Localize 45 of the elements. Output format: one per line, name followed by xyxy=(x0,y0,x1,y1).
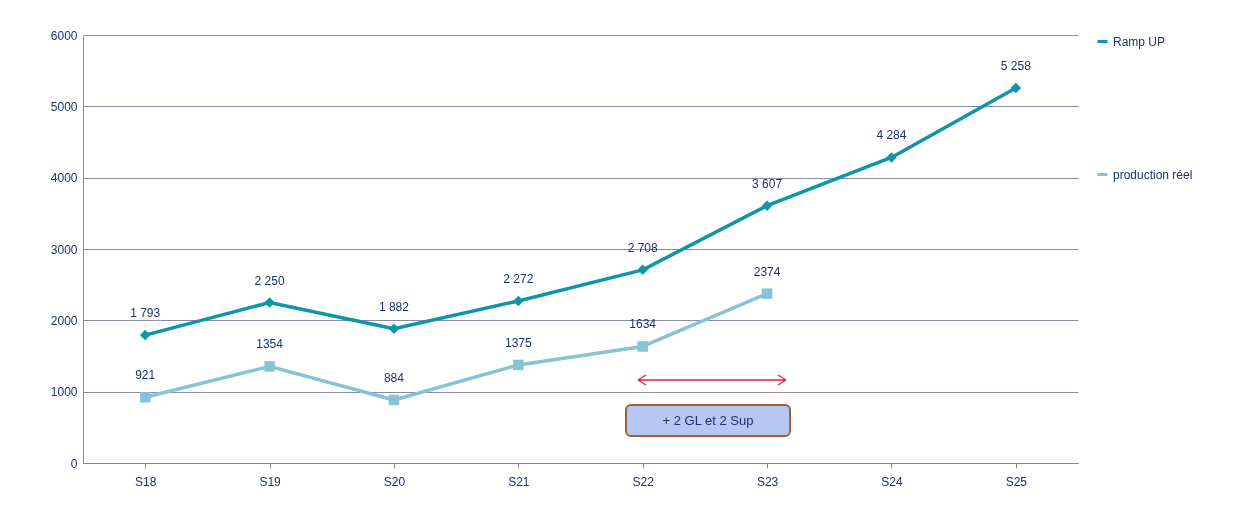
x-tick-label: S25 xyxy=(1005,474,1028,489)
point xyxy=(637,341,648,352)
x-tick-label: S21 xyxy=(508,474,530,489)
point xyxy=(886,152,897,163)
point xyxy=(637,264,648,276)
x-tick-label: S19 xyxy=(259,474,282,489)
point xyxy=(513,359,524,371)
point xyxy=(264,297,275,308)
x-tick-label: S18 xyxy=(135,474,157,489)
legend-label: production réel xyxy=(1113,167,1193,182)
point xyxy=(388,323,400,334)
data-label: 5 258 xyxy=(1000,58,1032,73)
point xyxy=(761,288,773,299)
point xyxy=(264,361,275,372)
legend-label: Ramp UP xyxy=(1113,34,1166,49)
y-tick-label: 6000 xyxy=(50,28,78,43)
y-tick-label: 3000 xyxy=(50,242,78,257)
x-tick-label: S23 xyxy=(756,474,779,489)
point xyxy=(761,200,773,211)
point xyxy=(513,295,524,307)
data-label: 2 250 xyxy=(254,273,285,288)
y-tick-label: 2000 xyxy=(50,313,78,328)
point xyxy=(139,329,151,341)
point xyxy=(388,394,400,406)
data-label: 1 882 xyxy=(378,299,410,314)
data-label: 884 xyxy=(383,370,405,385)
data-label: 921 xyxy=(135,368,156,383)
y-tick-label: 0 xyxy=(70,456,78,471)
data-label: 1375 xyxy=(504,335,532,350)
y-tick-label: 5000 xyxy=(50,99,78,114)
data-label: 4 284 xyxy=(876,128,907,143)
y-tick-label: 4000 xyxy=(50,171,78,186)
data-label: 1 793 xyxy=(130,306,161,321)
x-tick-label: S22 xyxy=(632,474,655,489)
data-label: 1354 xyxy=(256,337,284,352)
point xyxy=(139,392,151,403)
data-label: 2 708 xyxy=(627,240,659,255)
data-label: 2374 xyxy=(753,264,781,279)
x-tick-label: S24 xyxy=(881,474,903,489)
x-tick-label: S20 xyxy=(383,474,406,489)
data-label: 2 272 xyxy=(503,271,534,286)
y-tick-label: 1000 xyxy=(50,385,78,400)
data-label: 1634 xyxy=(629,317,657,332)
point xyxy=(1010,82,1022,94)
data-label: 3 607 xyxy=(752,176,783,191)
